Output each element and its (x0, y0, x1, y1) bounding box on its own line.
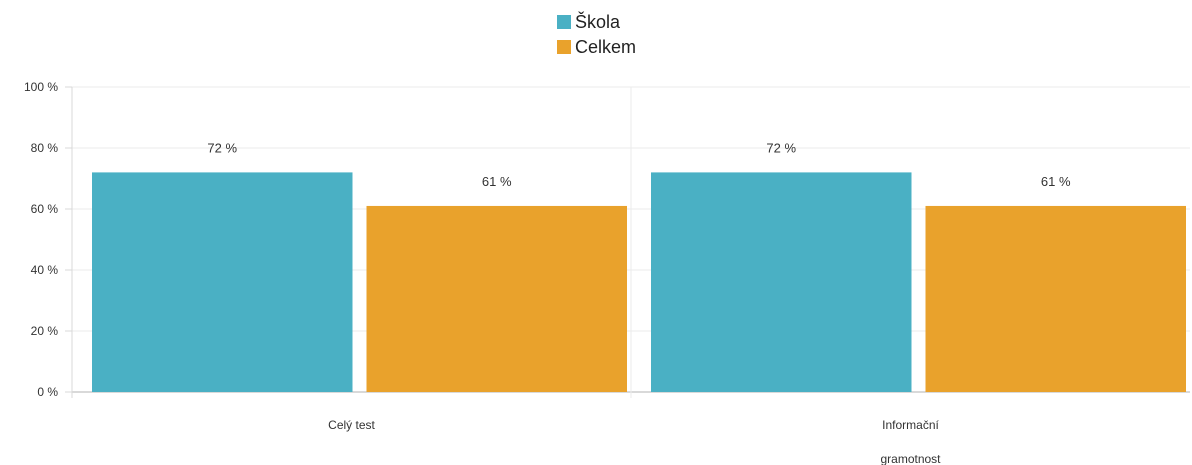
legend-label-celkem: Celkem (575, 36, 637, 57)
data-label: 72 % (766, 140, 796, 155)
y-tick-label: 60 % (31, 202, 59, 216)
x-tick-label: Celý test (328, 418, 375, 432)
y-tick-label: 0 % (37, 385, 58, 399)
x-tick-label: gramotnost (880, 452, 941, 465)
y-tick-label: 80 % (31, 141, 59, 155)
legend-swatch-skola (556, 14, 572, 30)
data-label: 72 % (207, 140, 237, 155)
y-tick-label: 100 % (24, 80, 58, 94)
bar-celkem (925, 205, 1186, 392)
y-tick-label: 20 % (31, 324, 59, 338)
bar-celkem (366, 205, 627, 392)
legend-item-celkem[interactable]: Celkem (556, 35, 636, 59)
x-tick-label: Informační (882, 418, 939, 432)
bar-skola (92, 172, 353, 392)
legend-swatch-celkem (556, 39, 572, 55)
legend-item-skola[interactable]: Škola (556, 10, 636, 34)
legend: Škola Celkem (556, 10, 636, 60)
data-label: 61 % (1041, 174, 1071, 189)
legend-label-skola: Škola (575, 11, 621, 32)
bar-skola (651, 172, 912, 392)
y-tick-label: 40 % (31, 263, 59, 277)
data-label: 61 % (482, 174, 512, 189)
